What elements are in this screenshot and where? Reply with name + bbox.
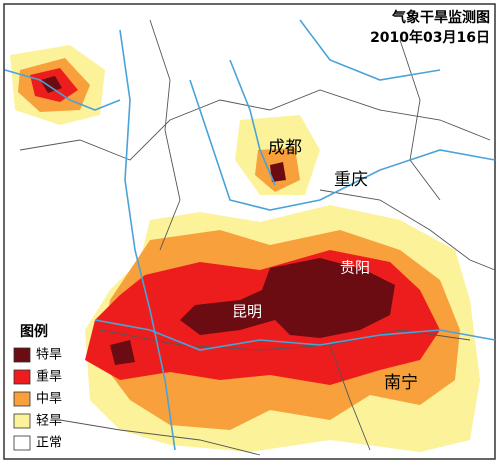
city-label: 昆明 [232, 303, 262, 321]
region-extreme [270, 162, 286, 182]
city-label: 贵阳 [340, 259, 370, 277]
legend-label: 轻旱 [36, 414, 62, 429]
legend-label: 正常 [36, 436, 62, 451]
city-label: 成都 [268, 138, 302, 158]
drought-regions [10, 45, 480, 452]
borders [19, 19, 496, 456]
legend-swatch [13, 369, 31, 385]
legend-swatch [13, 413, 31, 429]
legend-label: 特旱 [36, 348, 62, 363]
legend-swatch [13, 435, 31, 451]
city-label: 重庆 [334, 170, 368, 190]
region-extreme [40, 76, 62, 93]
map-date: 2010年03月16日 [370, 29, 490, 46]
legend-title: 图例 [20, 323, 48, 340]
region-extreme [110, 340, 135, 365]
legend-swatch [13, 391, 31, 407]
region-extreme [180, 258, 395, 338]
map-title: 气象干旱监测图 [391, 9, 490, 26]
legend-label: 中旱 [36, 392, 62, 407]
legend-swatch [13, 347, 31, 363]
city-label: 南宁 [384, 373, 418, 393]
rivers [4, 19, 496, 451]
legend-label: 重旱 [36, 369, 62, 385]
